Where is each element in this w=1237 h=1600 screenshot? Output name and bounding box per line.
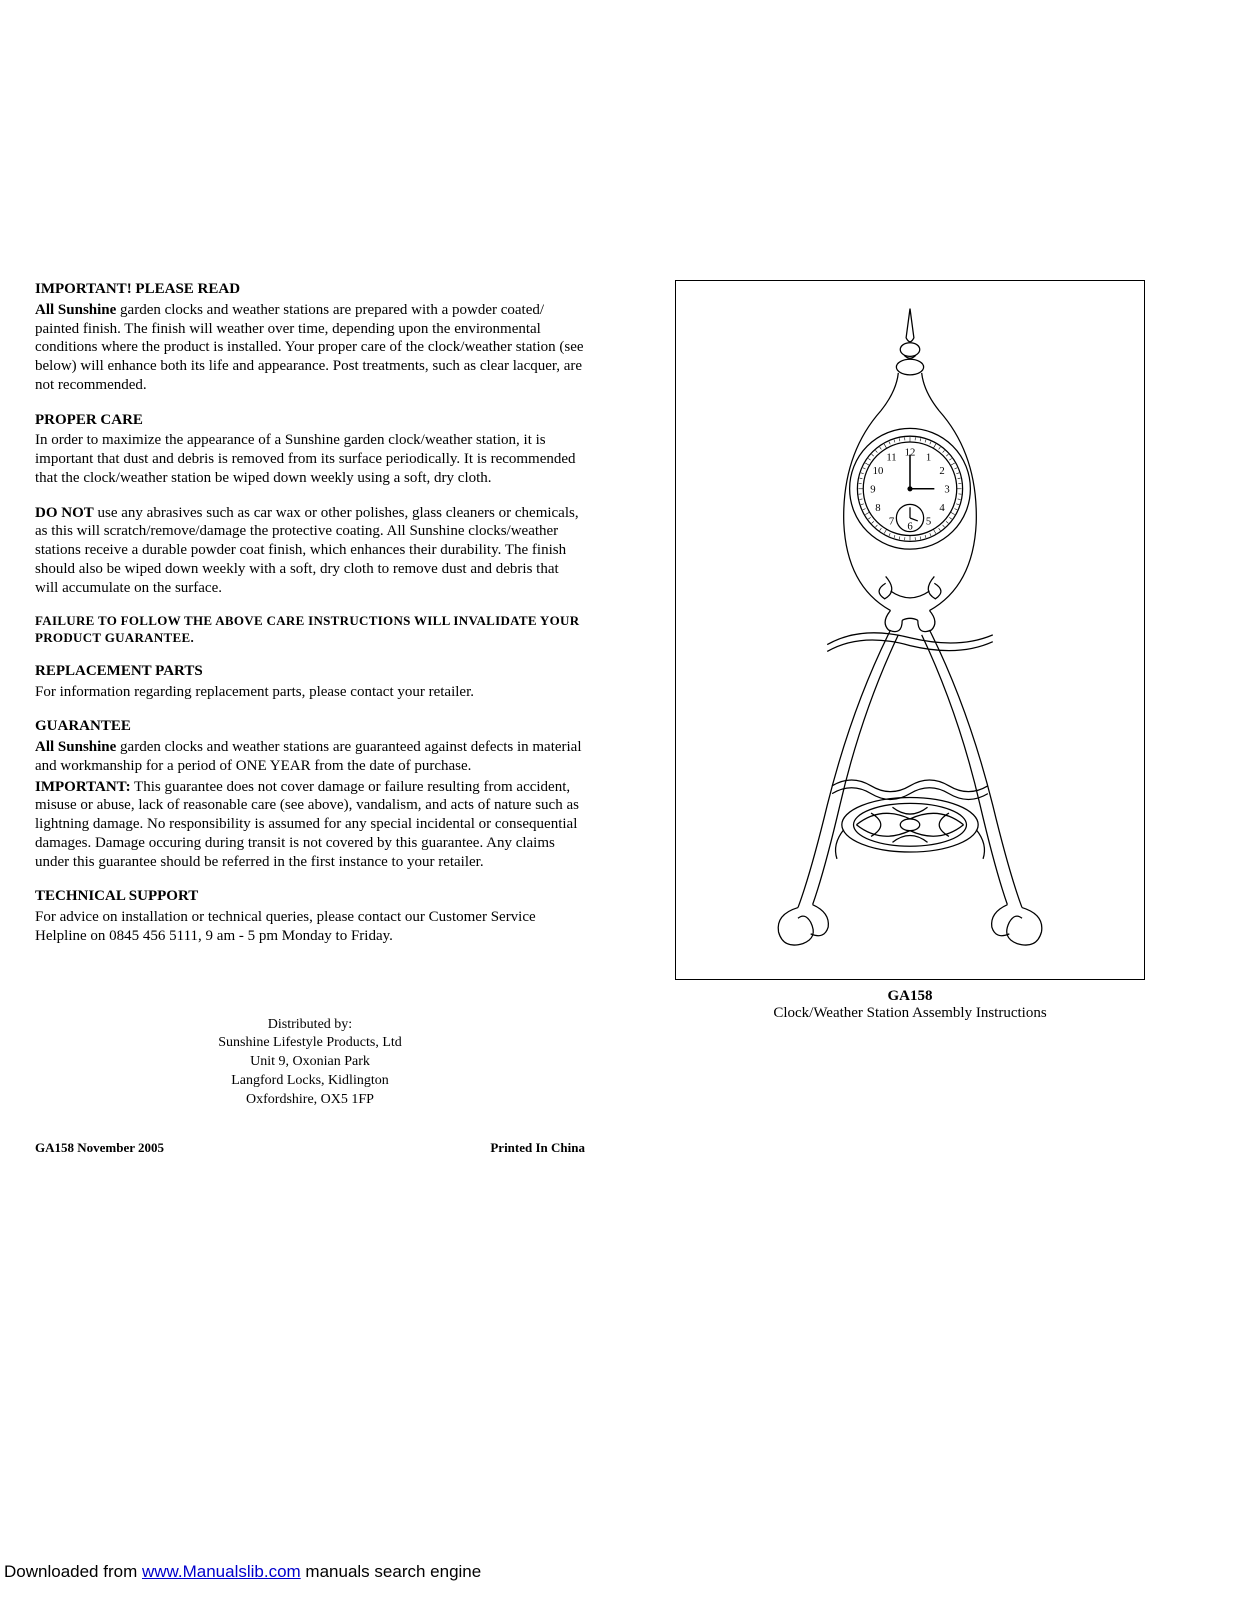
right-column: 121234567891011 GA158 Clock/Weather Stat… [625,280,1195,1156]
para-guarantee-2: IMPORTANT: This guarantee does not cover… [35,778,585,872]
svg-text:8: 8 [875,502,880,514]
para-replacement: For information regarding replacement pa… [35,683,585,702]
para-proper-care: In order to maximize the appearance of a… [35,431,585,487]
footer-suffix: manuals search engine [301,1562,482,1581]
manualslib-link[interactable]: www.Manualslib.com [142,1562,301,1581]
dist-line-4: Langford Locks, Kidlington [35,1072,585,1091]
footer-row: GA158 November 2005 Printed In China [35,1140,585,1156]
svg-text:10: 10 [873,465,884,477]
svg-text:7: 7 [889,516,895,528]
svg-text:12: 12 [905,447,916,459]
dist-line-1: Distributed by: [35,1016,585,1035]
svg-text:9: 9 [870,484,875,496]
text-intro: garden clocks and weather stations are p… [35,302,584,393]
caption-text: Clock/Weather Station Assembly Instructi… [773,1005,1046,1022]
illustration-frame: 121234567891011 [675,280,1145,980]
dist-line-5: Oxfordshire, OX5 1FP [35,1091,585,1110]
svg-text:4: 4 [939,502,945,514]
distributor-block: Distributed by: Sunshine Lifestyle Produ… [35,1016,585,1110]
para-intro: All Sunshine garden clocks and weather s… [35,301,585,395]
svg-text:2: 2 [939,465,944,477]
heading-guarantee: GUARANTEE [35,717,585,736]
para-tech-support: For advice on installation or technical … [35,908,585,946]
heading-replacement: REPLACEMENT PARTS [35,662,585,681]
para-do-not: DO NOT use any abrasives such as car wax… [35,504,585,598]
svg-text:11: 11 [886,452,896,464]
footer-left: GA158 November 2005 [35,1140,164,1156]
bold-all-sunshine-1: All Sunshine [35,302,116,318]
svg-text:1: 1 [926,452,931,464]
heading-tech-support: TECHNICAL SUPPORT [35,887,585,906]
bold-all-sunshine-2: All Sunshine [35,739,116,755]
dist-line-3: Unit 9, Oxonian Park [35,1053,585,1072]
para-guarantee-1: All Sunshine garden clocks and weather s… [35,738,585,776]
clock-illustration: 121234567891011 [686,291,1134,969]
text-guarantee-1: garden clocks and weather stations are g… [35,739,582,774]
bold-do-not: DO NOT [35,505,94,521]
footer-prefix: Downloaded from [4,1562,142,1581]
svg-text:3: 3 [944,484,949,496]
svg-text:6: 6 [907,521,913,533]
heading-important: IMPORTANT! PLEASE READ [35,280,585,299]
bold-important: IMPORTANT: [35,779,131,795]
download-footer: Downloaded from www.Manualslib.com manua… [4,1562,481,1582]
illustration-caption: GA158 Clock/Weather Station Assembly Ins… [773,988,1046,1022]
heading-proper-care: PROPER CARE [35,411,585,430]
left-column: IMPORTANT! PLEASE READ All Sunshine gard… [35,280,585,1156]
dist-line-2: Sunshine Lifestyle Products, Ltd [35,1034,585,1053]
model-number: GA158 [773,988,1046,1005]
footer-right: Printed In China [490,1140,585,1156]
text-do-not: use any abrasives such as car wax or oth… [35,505,579,596]
warning-text: FAILURE TO FOLLOW THE ABOVE CARE INSTRUC… [35,613,585,646]
svg-text:5: 5 [926,516,931,528]
